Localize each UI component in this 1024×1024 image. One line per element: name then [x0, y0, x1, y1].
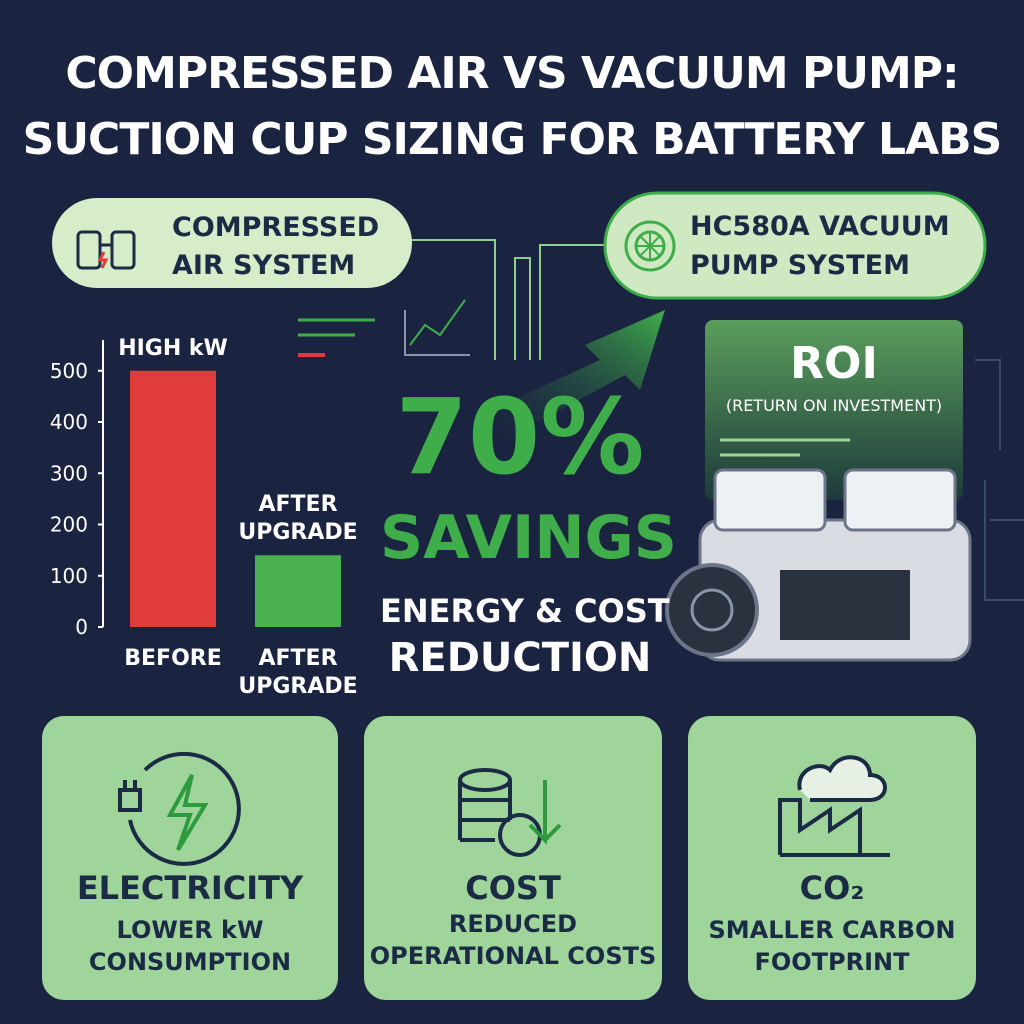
y-tick-label: 500: [50, 359, 88, 383]
roi-subtitle: (RETURN ON INVESTMENT): [725, 396, 943, 415]
vacuum-pump-pill: [603, 191, 987, 300]
y-tick-label: 100: [50, 564, 88, 588]
roi-lines: [720, 438, 850, 457]
card-title: ELECTRICITY: [76, 869, 304, 907]
system-label: HC580A VACUUM: [690, 211, 950, 242]
co2-icon: [778, 755, 890, 857]
compressed-air-pill: [52, 198, 412, 288]
x-tick-label: AFTER UPGRADE: [238, 646, 358, 699]
y-tick-label: 400: [50, 410, 88, 434]
card-text: CONSUMPTION: [88, 948, 292, 976]
card: [42, 716, 338, 1000]
card-text: OPERATIONAL COSTS: [369, 942, 657, 970]
title: SUCTION CUP SIZING FOR BATTERY LABS: [22, 114, 1003, 165]
bar-annotation: HIGH kW: [118, 335, 228, 361]
pump-icon: [624, 220, 676, 272]
card: [364, 716, 662, 1000]
roi-title: ROI: [790, 338, 878, 389]
compressor-icon: [76, 230, 136, 270]
electricity-icon: [118, 751, 241, 866]
bar-annotation: AFTER UPGRADE: [238, 492, 358, 546]
system-label: COMPRESSED: [172, 212, 380, 243]
card: [688, 716, 976, 1000]
trend-icon: [298, 299, 470, 357]
bar: [255, 555, 341, 627]
system-label: PUMP SYSTEM: [690, 250, 910, 281]
savings-caption: ENERGY & COST: [380, 592, 670, 630]
y-tick-label: 200: [50, 513, 88, 537]
pump-illustration: [665, 468, 972, 662]
y-tick-label: 0: [75, 615, 88, 639]
savings-caption: REDUCTION: [388, 635, 652, 681]
savings-headline: 70%: [395, 376, 645, 498]
y-tick-label: 300: [50, 461, 88, 485]
card-text: REDUCED: [448, 910, 578, 938]
card-title: COST: [465, 869, 561, 907]
card-text: LOWER kW: [116, 916, 264, 944]
card-title: CO₂: [799, 869, 865, 907]
title: COMPRESSED AIR VS VACUUM PUMP:: [65, 48, 959, 99]
savings-label: SAVINGS: [380, 503, 678, 573]
card-text: SMALLER CARBON: [708, 916, 956, 944]
circuit-lines: [975, 359, 1024, 601]
growth-arrow: [470, 310, 665, 445]
card-text: FOOTPRINT: [754, 948, 910, 976]
x-tick-label: BEFORE: [124, 646, 222, 671]
system-label: AIR SYSTEM: [172, 250, 356, 281]
bar: [130, 370, 216, 627]
cost-icon: [458, 768, 562, 857]
connectors: [412, 239, 605, 360]
